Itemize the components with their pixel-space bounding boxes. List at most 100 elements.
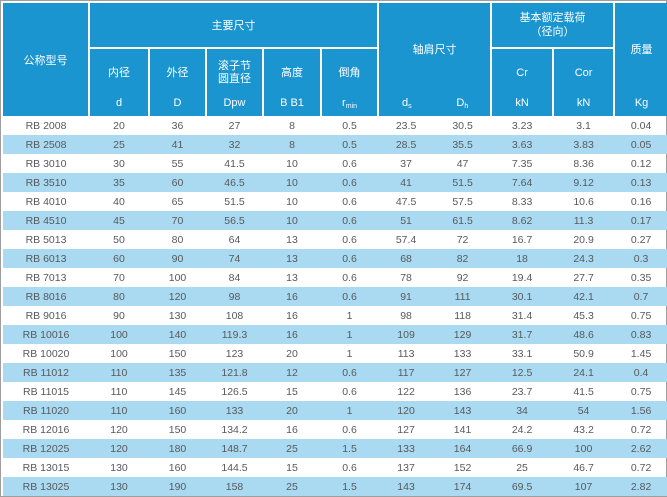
value-cell: 15 — [286, 385, 298, 398]
table-row: RB 3510 35 60 46.5 10 0.6 41 51.5 7.64 9.12 0.13 — [3, 173, 667, 192]
table-row: RB 3010 30 55 41.5 10 0.6 37 47 7.35 8.36 0.12 — [3, 154, 667, 173]
value-cell: 32 — [206, 135, 263, 154]
value-cell: 0.5 — [342, 119, 357, 132]
model-cell: RB 2008 — [25, 119, 67, 132]
value-cell: 174 — [434, 477, 492, 496]
value-cell: 84 — [228, 271, 241, 284]
value-cell: 7.64 — [491, 173, 554, 192]
value-cell: 68 — [378, 249, 435, 268]
value-cell: 111 — [434, 287, 492, 306]
model-cell: RB 6013 — [3, 249, 89, 268]
value-cell: 110 — [89, 363, 149, 382]
value-cell: 10.6 — [573, 195, 594, 208]
value-cell: 27.7 — [573, 271, 594, 284]
header-group-main-label: 主要尺寸 — [211, 20, 256, 32]
value-cell: 41.5 — [573, 385, 594, 398]
value-cell: 0.5 — [321, 135, 379, 154]
header-mass: 质量 Kg — [614, 3, 667, 116]
value-cell: 50 — [113, 233, 125, 246]
value-cell: 30 — [113, 157, 125, 170]
value-cell: 110 — [89, 401, 149, 420]
model-cell: RB 5013 — [25, 233, 67, 246]
table-row: RB 9016 90 130 108 16 1 98 118 31.4 45.3 0.75 — [3, 306, 667, 325]
value-cell: 122 — [397, 385, 415, 398]
header-col-outer: 外径 D — [149, 48, 207, 116]
value-cell: 35.5 — [434, 135, 492, 154]
value-cell: 54 — [553, 401, 615, 420]
value-cell: 16 — [263, 325, 321, 344]
value-cell: 0.17 — [614, 211, 667, 230]
value-cell: 164 — [434, 439, 492, 458]
table-row: RB 13025 130 190 158 25 1.5 143 174 69.5 107 2.82 — [3, 477, 667, 496]
header-mass-label: 质量 — [630, 43, 653, 56]
table-row: RB 7013 70 100 84 13 0.6 78 92 19.4 27.7 0.35 — [3, 268, 667, 287]
table-row: RB 4010 40 65 51.5 10 0.6 47.5 57.5 8.33 10.6 0.16 — [3, 192, 667, 211]
value-cell: 46.5 — [206, 173, 263, 192]
table-row: RB 8016 80 120 98 16 0.6 91 111 30.1 42.1 0.7 — [3, 287, 667, 306]
value-cell: 0.83 — [614, 325, 667, 344]
value-cell: 23.7 — [511, 385, 533, 398]
value-cell: 42.1 — [553, 287, 615, 306]
header-col-pitch-diameter: 滚子节 圆直径 Dpw — [206, 48, 264, 116]
model-cell: RB 11020 — [3, 401, 89, 420]
value-cell: 143 — [434, 401, 492, 420]
value-cell: 3.83 — [553, 135, 615, 154]
value-cell: 0.6 — [342, 461, 357, 474]
value-cell: 8.62 — [491, 211, 554, 230]
table-row: RB 6013 60 90 74 13 0.6 68 82 18 24.3 0.3 — [3, 249, 667, 268]
value-cell: 24.3 — [553, 249, 615, 268]
value-cell: 51 — [378, 211, 435, 230]
value-cell: 0.35 — [630, 271, 652, 284]
value-cell: 98 — [400, 309, 412, 322]
value-cell: 107 — [553, 477, 615, 496]
value-cell: 64 — [228, 233, 241, 246]
value-cell: 130 — [89, 477, 149, 496]
value-cell: 158 — [206, 477, 263, 496]
value-cell: 60 — [149, 173, 206, 192]
value-cell: 123 — [225, 347, 244, 360]
value-cell: 118 — [454, 309, 471, 322]
model-cell: RB 13025 — [3, 477, 89, 496]
value-cell: 133 — [206, 401, 263, 420]
value-cell: 30.1 — [491, 287, 554, 306]
value-cell: 25 — [89, 135, 149, 154]
value-cell: 0.75 — [630, 385, 652, 398]
value-cell: 8 — [289, 119, 295, 132]
value-cell: 23.5 — [395, 119, 417, 132]
header-model-label: 公称型号 — [23, 54, 68, 67]
value-cell: 120 — [89, 439, 149, 458]
value-cell: 10 — [286, 195, 298, 208]
value-cell: 12.5 — [491, 363, 554, 382]
header-load-label-line2: （径向） — [530, 26, 575, 38]
value-cell: 145 — [168, 385, 187, 398]
table-header: 公称型号 主要尺寸 轴肩尺寸 ds Dh 基本额定 — [3, 3, 667, 116]
model-cell: RB 8016 — [3, 287, 89, 306]
value-cell: 41 — [378, 173, 435, 192]
value-cell: 45 — [89, 211, 149, 230]
value-cell: 56.5 — [206, 211, 263, 230]
value-cell: 0.6 — [342, 157, 357, 170]
value-cell: 25 — [516, 461, 528, 474]
value-cell: 13 — [286, 271, 298, 284]
value-cell: 61.5 — [434, 211, 492, 230]
value-cell: 100 — [110, 347, 128, 360]
value-cell: 120 — [149, 287, 206, 306]
header-symbol-rmin: rmin — [342, 97, 357, 110]
value-cell: 43.2 — [573, 423, 594, 436]
header-symbol-D: D — [173, 97, 182, 109]
value-cell: 0.72 — [630, 423, 652, 436]
value-cell: 13 — [286, 233, 298, 246]
header-unit-cr-kn: kN — [515, 97, 529, 109]
value-cell: 0.6 — [342, 271, 357, 284]
table-row: RB 2508 25 41 32 8 0.5 28.5 35.5 3.63 3.83 0.05 — [3, 135, 667, 154]
value-cell: 2.82 — [614, 477, 667, 496]
value-cell: 141 — [453, 423, 472, 436]
value-cell: 19.4 — [511, 271, 533, 284]
value-cell: 30.5 — [452, 119, 473, 132]
value-cell: 0.12 — [630, 157, 652, 170]
value-cell: 3.63 — [491, 135, 554, 154]
value-cell: 190 — [149, 477, 206, 496]
model-cell: RB 12016 — [22, 423, 70, 436]
model-cell: RB 11015 — [23, 385, 69, 398]
value-cell: 28.5 — [378, 135, 435, 154]
